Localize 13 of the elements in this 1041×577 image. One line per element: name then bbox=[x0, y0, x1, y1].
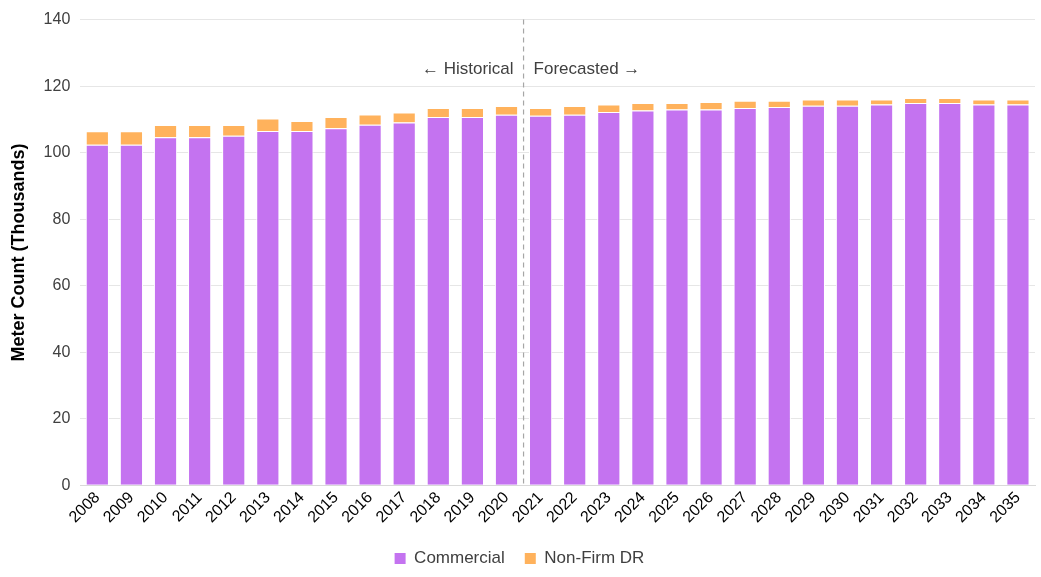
y-tick-label: 20 bbox=[52, 409, 71, 427]
y-tick-label: 80 bbox=[52, 209, 71, 227]
y-tick-label: 100 bbox=[43, 143, 71, 161]
legend-label: Commercial bbox=[414, 548, 505, 568]
annotation: Forecasted → bbox=[533, 59, 641, 79]
y-tick-label: 60 bbox=[52, 276, 71, 294]
annotation: ← Historical bbox=[421, 59, 514, 79]
y-tick-label: 140 bbox=[43, 10, 71, 28]
y-tick-label: 0 bbox=[61, 475, 71, 493]
legend-label: Non-Firm DR bbox=[544, 548, 645, 568]
y-tick-label: 40 bbox=[52, 342, 71, 360]
y-tick-label: 120 bbox=[43, 76, 71, 94]
y-axis-title: Meter Count (Thousands) bbox=[7, 143, 28, 362]
